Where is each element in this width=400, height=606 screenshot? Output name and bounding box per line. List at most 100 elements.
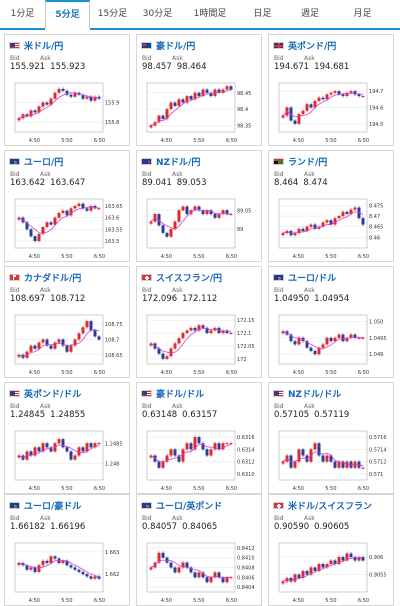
- candle-body: [321, 455, 325, 462]
- pair-link[interactable]: ユーロ/英ポンド: [156, 501, 223, 512]
- rate-card[interactable]: ランド/円 Bid Ask 8.464 8.474 8.475 8.47 8.465 8.46 4…: [268, 150, 394, 262]
- pair-link[interactable]: 米ドル/円: [24, 41, 64, 52]
- candle-body: [221, 577, 225, 583]
- rate-card[interactable]: NZドル/円 Bid Ask 89.041 89.053 89.05 89 4:50 5:50 6…: [136, 150, 262, 262]
- rate-card[interactable]: 英ポンド/ドル Bid Ask 1.24845 1.24855 1.2485 1.248 4:…: [4, 382, 130, 494]
- nz-flag: [141, 157, 152, 165]
- candle-body: [57, 213, 61, 218]
- pair-link[interactable]: 豪ドル/円: [156, 41, 196, 52]
- candle-body: [361, 218, 365, 225]
- candle-body: [181, 206, 185, 211]
- quote-labels: Bid Ask: [274, 287, 334, 294]
- candle-body: [205, 449, 209, 456]
- rate-card[interactable]: スイスフラン/円 Bid Ask 172.096 172.112 172.15 172.1 1…: [136, 266, 262, 378]
- candle-body: [325, 337, 329, 345]
- bid-value: 155.921: [10, 62, 46, 72]
- bid-label: Bid: [10, 171, 20, 178]
- candle-body: [169, 102, 173, 110]
- quote-labels: Bid Ask: [10, 171, 70, 178]
- tab-6[interactable]: 週足: [300, 9, 319, 19]
- candle-body: [45, 102, 49, 105]
- moving-average-line: [18, 206, 100, 234]
- x-tick-label: 6:50: [358, 370, 369, 376]
- pair-link[interactable]: ユーロ/ドル: [288, 273, 337, 284]
- candle-body: [57, 88, 61, 93]
- pair-link[interactable]: NZドル/ドル: [288, 389, 342, 400]
- card-header: NZドル/ドル: [273, 387, 342, 400]
- candle-body: [213, 572, 217, 578]
- tab-3[interactable]: 30分足: [142, 9, 173, 19]
- y-tick-label: 172: [237, 357, 247, 363]
- y-tick-label: 0.8410: [237, 556, 255, 562]
- rate-card[interactable]: NZドル/ドル Bid Ask 0.57105 0.57119 0.5716 0.5714 0…: [268, 382, 394, 494]
- pair-link[interactable]: NZドル/円: [156, 157, 201, 168]
- rate-card[interactable]: ユーロ/英ポンド Bid Ask 0.84057 0.84065 0.8412 0.8410…: [136, 494, 262, 606]
- za-flag: [273, 157, 284, 165]
- pair-link[interactable]: ユーロ/円: [24, 157, 64, 168]
- ask-label: Ask: [304, 403, 315, 410]
- ask-label: Ask: [40, 403, 51, 410]
- x-tick-label: 6:50: [94, 486, 105, 492]
- rate-card[interactable]: 米ドル/スイスフラン Bid Ask 0.90590 0.90605 0.906 0.905…: [268, 494, 394, 606]
- candle-body: [69, 94, 73, 97]
- candle-body: [197, 437, 201, 444]
- candle-body: [17, 118, 21, 121]
- candle-body: [209, 449, 213, 456]
- rate-card[interactable]: カナダドル/円 Bid Ask 108.697 108.712 108.75 108.7 10…: [4, 266, 130, 378]
- candle-body: [169, 562, 173, 568]
- tab-5[interactable]: 日足: [253, 9, 272, 19]
- candle-body: [97, 336, 101, 340]
- x-tick-label: 6:50: [358, 138, 369, 144]
- candle-body: [321, 344, 325, 348]
- moving-average-line: [282, 557, 363, 582]
- y-tick-label: 8.47: [369, 214, 380, 220]
- rate-card[interactable]: ユーロ/豪ドル Bid Ask 1.66182 1.66196 1.663 1.662 4:5…: [4, 494, 130, 606]
- tab-1[interactable]: 5分足: [45, 0, 90, 30]
- candle-body: [41, 339, 45, 343]
- pair-link[interactable]: 英ポンド/ドル: [24, 389, 82, 400]
- tab-4[interactable]: 1時間足: [193, 9, 227, 19]
- x-tick-label: 4:50: [29, 486, 40, 492]
- candlestick-chart: 0.8412 0.8410 0.8408 0.8406 0.8404 4:50 5:50 6:…: [146, 542, 255, 604]
- rate-card[interactable]: ユーロ/円 Bid Ask 163.642 163.647 163.65 163.6 163.…: [4, 150, 130, 262]
- x-tick-label: 4:50: [161, 486, 172, 492]
- quote-values: 1.04950 1.04954: [274, 294, 354, 304]
- bid-value: 1.66182: [10, 522, 46, 532]
- plot-frame: [14, 198, 104, 249]
- candle-body: [349, 209, 353, 214]
- tab-7[interactable]: 月足: [353, 9, 372, 19]
- rate-card[interactable]: 豪ドル/円 Bid Ask 98.457 98.464 98.45 98.4 98.35 4:5…: [136, 34, 262, 146]
- tab-0[interactable]: 1分足: [10, 9, 35, 19]
- pair-link[interactable]: 豪ドル/ドル: [156, 389, 205, 400]
- candle-body: [85, 208, 89, 211]
- rate-card[interactable]: 英ポンド/円 Bid Ask 194.671 194.681 194.7 194.6 194.…: [268, 34, 394, 146]
- quote-values: 8.464 8.474: [274, 178, 333, 188]
- candle-body: [17, 455, 21, 458]
- candle-body: [77, 447, 81, 456]
- quote-values: 0.90590 0.90605: [274, 522, 354, 532]
- candle-body: [229, 86, 233, 90]
- us-flag: [141, 389, 152, 397]
- moving-average-line: [18, 444, 100, 458]
- pair-link[interactable]: 英ポンド/円: [288, 41, 337, 52]
- rate-card[interactable]: 米ドル/円 Bid Ask 155.921 155.923 155.9 155.8 4:50 5…: [4, 34, 130, 146]
- rate-card[interactable]: 豪ドル/ドル Bid Ask 0.63148 0.63157 0.6316 0.6314 0.…: [136, 382, 262, 494]
- card-header: スイスフラン/円: [141, 271, 223, 284]
- candle-body: [85, 443, 89, 452]
- rate-card[interactable]: ユーロ/ドル Bid Ask 1.04950 1.04954 1.050 1.0495 1.0…: [268, 266, 394, 378]
- candle-body: [357, 461, 361, 468]
- quote-values: 155.921 155.923: [10, 62, 90, 72]
- pair-link[interactable]: ユーロ/豪ドル: [24, 501, 82, 512]
- candle-body: [345, 92, 349, 97]
- candle-body: [329, 220, 333, 225]
- y-tick-label: 0.6314: [237, 447, 255, 453]
- pair-link[interactable]: ランド/円: [288, 157, 328, 168]
- pair-link[interactable]: カナダドル/円: [24, 273, 82, 284]
- bid-value: 108.697: [10, 294, 46, 304]
- tab-2[interactable]: 15分足: [97, 9, 128, 19]
- candle-body: [341, 334, 345, 342]
- pair-link[interactable]: 米ドル/スイスフラン: [288, 501, 373, 512]
- bid-label: Bid: [142, 55, 152, 62]
- pair-link[interactable]: スイスフラン/円: [156, 273, 223, 284]
- candle-body: [97, 443, 101, 445]
